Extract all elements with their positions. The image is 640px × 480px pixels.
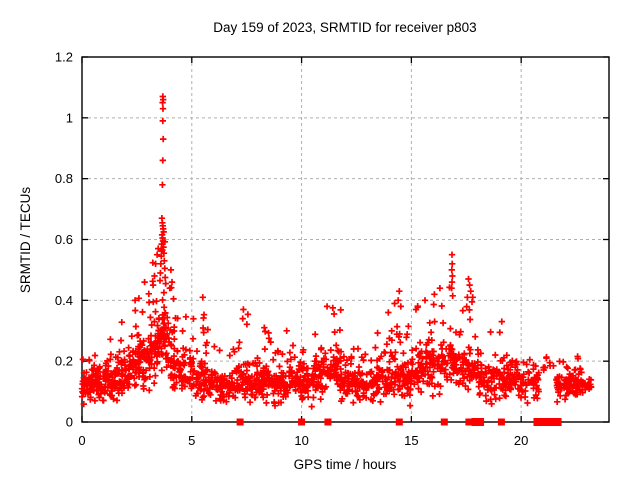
- grid-layer: [82, 57, 609, 422]
- y-tick-label: 0.2: [55, 354, 73, 369]
- zero-value-range: [471, 418, 485, 426]
- zero-value-square: [395, 418, 403, 426]
- zero-value-square: [324, 418, 332, 426]
- zero-value-square: [440, 418, 448, 426]
- y-tick-labels: 0 0.2 0.4 0.6 0.8 1 1.2: [55, 50, 73, 430]
- data-points-layer: [78, 93, 595, 410]
- chart-title: Day 159 of 2023, SRMTID for receiver p80…: [213, 20, 476, 35]
- zero-value-markers-layer: [236, 418, 562, 426]
- scatter-plus-markers: [78, 93, 595, 410]
- y-tick-label: 1.2: [55, 50, 73, 65]
- zero-value-square: [497, 418, 505, 426]
- x-tick-label: 5: [188, 433, 195, 448]
- x-tick-label: 10: [294, 433, 308, 448]
- x-tick-label: 20: [514, 433, 528, 448]
- zero-value-square: [298, 418, 306, 426]
- x-tick-label: 15: [404, 433, 418, 448]
- x-tick-label: 0: [78, 433, 85, 448]
- x-axis-label: GPS time / hours: [294, 457, 397, 472]
- x-tick-labels: 0 5 10 15 20: [78, 433, 528, 448]
- y-tick-label: 0.6: [55, 232, 73, 247]
- y-tick-label: 0.8: [55, 171, 73, 186]
- y-tick-label: 0: [66, 415, 73, 430]
- zero-value-square: [236, 418, 244, 426]
- y-tick-label: 0.4: [55, 293, 73, 308]
- y-tick-label: 1: [66, 110, 73, 125]
- zero-value-square: [465, 418, 473, 426]
- plot-border: [81, 56, 610, 423]
- y-axis-label: SRMTID / TECUs: [18, 187, 33, 294]
- zero-value-range: [533, 418, 562, 426]
